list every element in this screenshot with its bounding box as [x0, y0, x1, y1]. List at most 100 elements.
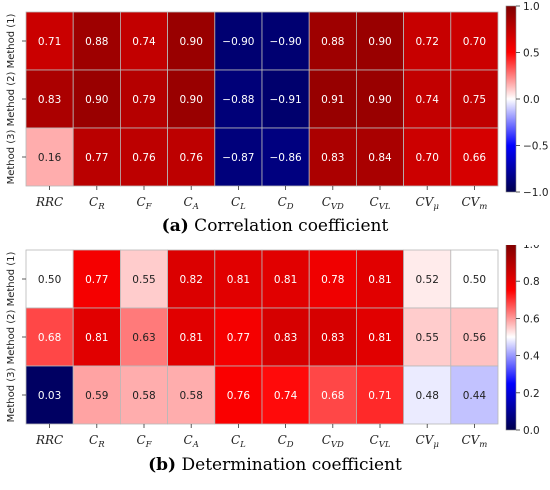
cell-value-label: 0.77: [227, 332, 250, 344]
column-label: CVD: [322, 195, 344, 212]
row-label: Method (3): [6, 129, 17, 184]
column-label: CD: [278, 433, 294, 450]
caption-determination-text: Determination coefficient: [176, 455, 402, 475]
cell-value-label: 0.75: [463, 94, 486, 106]
colorbar-tick-label: −1.0: [523, 187, 549, 199]
column-label: CA: [184, 195, 199, 212]
column-label: RRC: [35, 195, 63, 209]
heatmap-panel-determination: 0.50 0.77 0.55 0.82 0.81 0.81 0.78 0.81 0.52 0.50…: [0, 245, 550, 490]
column-label: CVμ: [416, 195, 440, 212]
column-label: CVm: [461, 433, 487, 450]
cell-value-label: 0.16: [38, 152, 62, 164]
cell-value-label: 0.76: [180, 152, 204, 164]
heatmap-cell: [261, 307, 310, 367]
column-label: CVL: [370, 195, 391, 212]
cell-value-label: 0.66: [463, 152, 487, 164]
cell-value-label: 0.68: [38, 332, 61, 344]
heatmap-cell: [72, 249, 121, 309]
column-label: CL: [231, 433, 246, 450]
determination-heatmap-chart: 0.50 0.77 0.55 0.82 0.81 0.81 0.78 0.81 0.52 0.50…: [6, 245, 540, 450]
cell-value-label: −0.90: [222, 36, 254, 48]
heatmap-cell: [25, 365, 74, 425]
cell-value-label: 0.44: [463, 390, 487, 402]
cell-value-label: 0.58: [132, 390, 155, 402]
heatmap-cell: [214, 249, 263, 309]
heatmap-cell: [450, 127, 499, 187]
column-label: CR: [89, 195, 105, 212]
cell-value-label: 0.90: [368, 94, 391, 106]
heatmap-cell: [450, 307, 499, 367]
colorbar-tick-label: 0.5: [523, 48, 540, 60]
heatmap-cell: [25, 249, 74, 309]
cell-value-label: 0.81: [368, 274, 391, 286]
heatmap-panel-correlation: 0.71 0.88 0.74 0.90 −0.90 −0.90 0.88 0.90 0.72 0.…: [0, 1, 550, 236]
heatmap-cell: [308, 307, 357, 367]
cell-value-label: −0.88: [222, 94, 254, 106]
heatmap-cell: [214, 127, 263, 187]
cell-value-label: 0.81: [368, 332, 391, 344]
heatmap-cell: [450, 11, 499, 71]
cell-value-label: 0.90: [368, 36, 391, 48]
cell-value-label: 0.74: [274, 390, 298, 402]
colorbar: [505, 5, 517, 193]
cell-value-label: 0.70: [463, 36, 486, 48]
cell-value-label: 0.56: [463, 332, 487, 344]
heatmap-cell: [167, 307, 216, 367]
cell-value-label: 0.50: [38, 274, 61, 286]
colorbar: [505, 245, 517, 431]
caption-correlation-text: Correlation coefficient: [188, 216, 389, 236]
cell-value-label: 0.91: [321, 94, 344, 106]
caption-determination-label: (b): [148, 455, 177, 475]
heatmap-cell: [25, 127, 74, 187]
column-label: RRC: [35, 433, 63, 447]
heatmap-cell: [261, 69, 310, 129]
cell-value-label: 0.55: [132, 274, 155, 286]
cell-value-label: 0.58: [180, 390, 203, 402]
colorbar-tick-label: −0.5: [523, 141, 549, 153]
cell-value-label: 0.71: [368, 390, 391, 402]
cell-value-label: 0.71: [38, 36, 61, 48]
caption-correlation-label: (a): [161, 216, 189, 236]
cell-value-label: 0.83: [38, 94, 61, 106]
heatmap-cell: [308, 69, 357, 129]
cell-value-label: 0.77: [85, 274, 108, 286]
cell-value-label: 0.72: [416, 36, 439, 48]
cell-value-label: 0.50: [463, 274, 486, 286]
caption-correlation: (a) Correlation coefficient: [0, 216, 550, 236]
heatmap-cell: [72, 69, 121, 129]
column-label: CVμ: [416, 433, 440, 450]
cell-value-label: 0.90: [85, 94, 108, 106]
cell-value-label: 0.55: [416, 332, 439, 344]
heatmap-cell: [120, 307, 169, 367]
column-label: CR: [89, 433, 105, 450]
colorbar-tick-label: 1.0: [523, 1, 540, 13]
cell-value-label: 0.78: [321, 274, 344, 286]
column-label: CD: [278, 195, 294, 212]
heatmap-cell: [403, 127, 452, 187]
cell-value-label: −0.91: [270, 94, 302, 106]
heatmap-cell: [355, 127, 404, 187]
cell-value-label: 0.59: [85, 390, 108, 402]
cell-value-label: 0.52: [416, 274, 439, 286]
row-label: Method (3): [6, 367, 17, 422]
heatmap-cell: [167, 69, 216, 129]
cell-value-label: 0.68: [321, 390, 344, 402]
heatmap-cell: [450, 69, 499, 129]
cell-value-label: 0.83: [321, 332, 344, 344]
heatmap-cell: [72, 11, 121, 71]
cell-value-label: 0.76: [132, 152, 156, 164]
column-label: CVL: [370, 433, 391, 450]
heatmap-cell: [308, 365, 357, 425]
heatmap-cell: [72, 365, 121, 425]
cell-value-label: 0.74: [416, 94, 440, 106]
colorbar-tick-label: 0.4: [523, 351, 540, 363]
cell-value-label: −0.90: [270, 36, 302, 48]
column-label: CVD: [322, 433, 344, 450]
cell-value-label: 0.84: [368, 152, 392, 164]
colorbar-tick-label: 0.2: [523, 388, 540, 400]
cell-value-label: 0.79: [132, 94, 155, 106]
caption-determination: (b) Determination coefficient: [0, 455, 550, 475]
heatmap-cell: [72, 127, 121, 187]
heatmap-cell: [355, 69, 404, 129]
heatmap-cell: [450, 249, 499, 309]
